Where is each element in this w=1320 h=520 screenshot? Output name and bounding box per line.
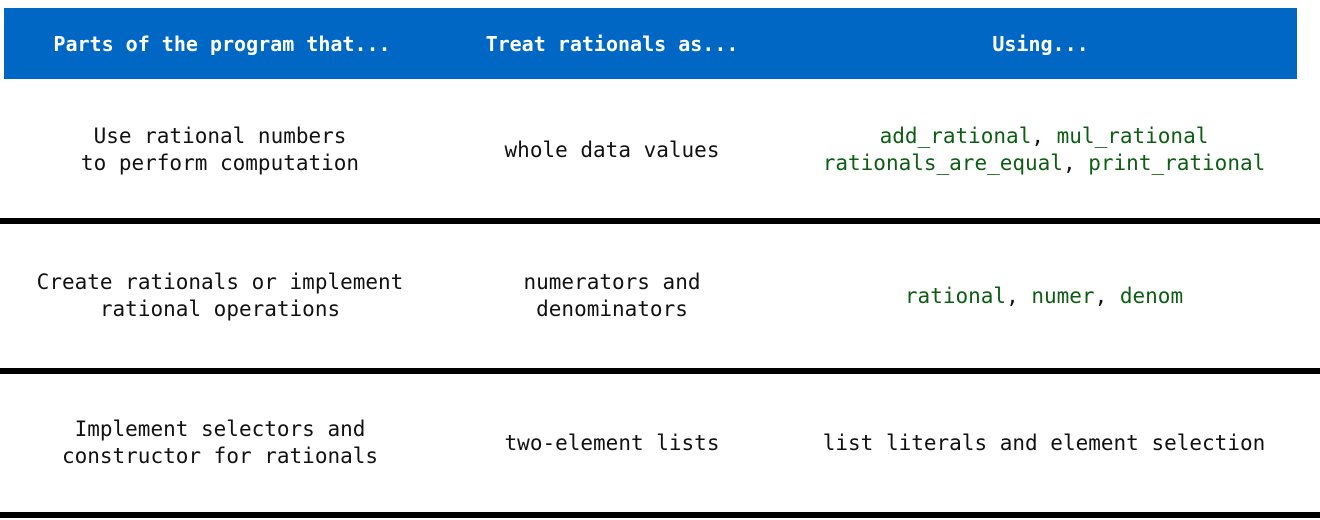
function-name: numer (1031, 283, 1095, 308)
using-text: list literals and element selection (822, 430, 1266, 455)
row-parts-cell: Create rationals or implement rational o… (0, 224, 440, 368)
table-row: Create rationals or implement rational o… (0, 224, 1320, 368)
table-row: Implement selectors and constructor for … (0, 374, 1320, 512)
row-treat-line: whole data values (504, 137, 720, 162)
row-parts-cell: Use rational numbers to perform computat… (0, 82, 440, 218)
row-treat-line: two-element lists (504, 430, 720, 455)
function-name: rationals_are_equal (822, 151, 1063, 175)
function-name: rational (904, 283, 1007, 308)
table-row: Use rational numbers to perform computat… (0, 82, 1320, 218)
row-parts-line: to perform computation (80, 151, 360, 175)
row-treat-cell: two-element lists (440, 374, 784, 512)
row-divider (0, 368, 1320, 374)
row-treat-line: numerators and (523, 270, 701, 294)
row-using-cell: rational, numer, denom (784, 224, 1304, 368)
row-parts-line: Implement selectors and (74, 417, 366, 441)
row-parts-line: Create rationals or implement (36, 270, 404, 294)
row-divider (0, 512, 1320, 518)
row-parts-cell: Implement selectors and constructor for … (0, 374, 440, 512)
header-using: Using... (992, 31, 1089, 56)
row-parts-line: Use rational numbers (93, 124, 347, 148)
row-using-line: rationals_are_equal, print_rational (823, 150, 1266, 177)
row-parts-line: constructor for rationals (61, 444, 379, 468)
separator: , (1094, 283, 1120, 308)
header-parts-of-program: Parts of the program that... (53, 31, 391, 56)
separator: , (1031, 124, 1057, 148)
function-name: add_rational (879, 124, 1032, 148)
row-using-line: rational, numer, denom (905, 283, 1183, 310)
row-treat-cell: numerators and denominators (440, 224, 784, 368)
table-header: Parts of the program that... Treat ratio… (4, 8, 1297, 79)
row-using-line: add_rational, mul_rational (880, 123, 1209, 150)
separator: , (1006, 283, 1032, 308)
function-name: denom (1119, 283, 1184, 308)
header-treat-rationals-as: Treat rationals as... (485, 31, 739, 56)
row-divider (0, 218, 1320, 224)
row-using-cell: add_rational, mul_rational rationals_are… (784, 82, 1304, 218)
row-treat-cell: whole data values (440, 82, 784, 218)
row-using-line: list literals and element selection (823, 430, 1266, 457)
row-parts-line: rational operations (99, 297, 341, 321)
row-using-cell: list literals and element selection (784, 374, 1304, 512)
separator: , (1062, 151, 1089, 175)
row-treat-line: denominators (536, 297, 688, 321)
function-name: print_rational (1088, 151, 1266, 175)
function-name: mul_rational (1056, 124, 1209, 148)
